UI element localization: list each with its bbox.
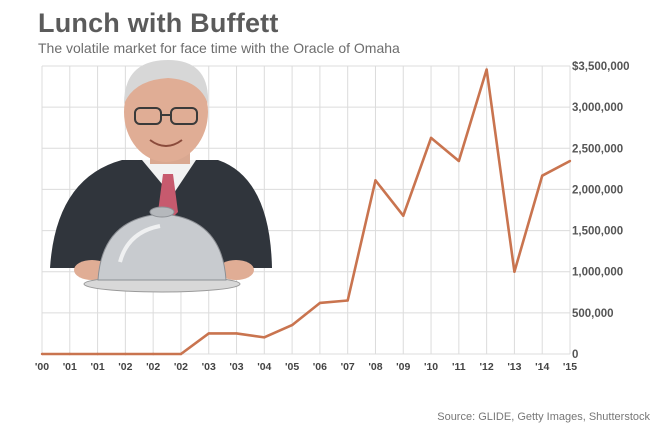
price-series [40, 68, 572, 356]
x-tick-label: '15 [563, 361, 577, 373]
x-tick-label: '10 [424, 361, 438, 373]
y-tick-label: 3,000,000 [572, 102, 623, 114]
source-note: Source: GLIDE, Getty Images, Shutterstoc… [437, 411, 650, 423]
y-tick-label: 1,000,000 [572, 267, 623, 279]
data-point [151, 352, 155, 356]
x-tick-label: '02 [118, 361, 132, 373]
y-tick-label: $3,500,000 [572, 61, 630, 73]
data-point [485, 68, 488, 71]
x-tick-label: '02 [174, 361, 188, 373]
data-point [318, 301, 322, 305]
x-tick-label: '01 [63, 361, 77, 373]
data-point [457, 159, 461, 163]
chart-grid [41, 65, 571, 355]
y-tick-label: 500,000 [572, 308, 614, 320]
data-point [263, 336, 266, 339]
chart-title: Lunch with Buffett [38, 8, 279, 38]
x-tick-label: '07 [341, 361, 355, 373]
data-point [374, 179, 377, 182]
data-point [96, 352, 99, 356]
data-point [207, 332, 210, 335]
chart-subtitle: The volatile market for face time with t… [38, 40, 400, 56]
data-point [513, 270, 516, 273]
y-tick-label: 1,500,000 [572, 226, 623, 238]
data-point [429, 136, 433, 140]
data-point [290, 323, 294, 327]
data-point [541, 174, 544, 177]
x-tick-label: '06 [313, 361, 327, 373]
y-axis-tick-labels: 0 500,000 1,000,000 1,500,000 2,000,000 2,500… [572, 61, 630, 361]
x-tick-label: '12 [480, 361, 494, 373]
data-point [124, 352, 127, 356]
x-tick-label: '04 [257, 361, 271, 373]
data-point [568, 159, 572, 163]
x-tick-label: '14 [535, 361, 549, 373]
y-tick-label: 2,000,000 [572, 184, 623, 196]
data-point [179, 352, 183, 356]
x-tick-label: '05 [285, 361, 299, 373]
x-tick-label: '01 [90, 361, 104, 373]
x-tick-label: '03 [229, 361, 243, 373]
data-point [235, 332, 238, 335]
x-axis-tick-labels: '00 '01 '01 '02 '02 '02 '03 '03 '04 '05 '06 '07 '08 '… [35, 361, 577, 373]
x-tick-label: '08 [368, 361, 382, 373]
buffett-photo [50, 60, 272, 293]
series-line [42, 68, 571, 356]
x-tick-label: '03 [202, 361, 216, 373]
x-tick-label: '09 [396, 361, 410, 373]
x-tick-label: '02 [146, 361, 160, 373]
y-tick-label: 2,500,000 [572, 143, 623, 155]
data-point [40, 352, 44, 356]
data-point [346, 299, 349, 302]
y-tick-label: 0 [572, 349, 578, 361]
x-tick-label: '00 [35, 361, 49, 373]
x-tick-label: '13 [507, 361, 521, 373]
data-point [68, 352, 71, 356]
x-tick-label: '11 [452, 361, 466, 373]
data-point [402, 214, 405, 217]
